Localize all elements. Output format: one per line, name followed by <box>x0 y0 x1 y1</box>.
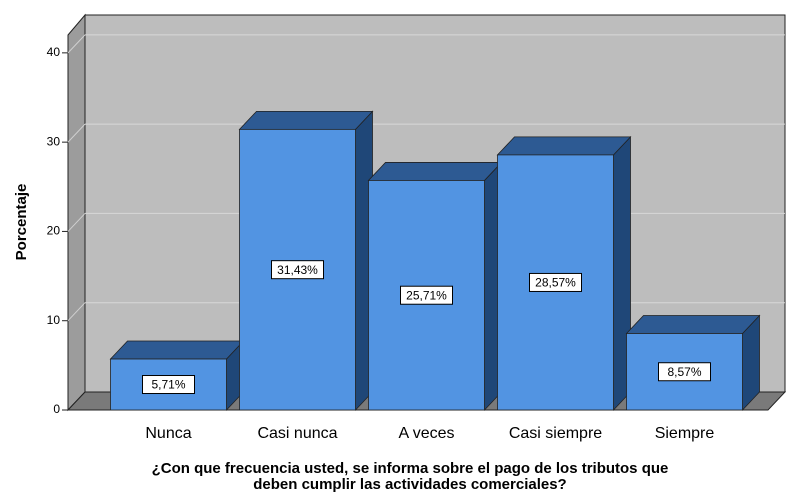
value-label-box <box>658 362 711 382</box>
value-label: 31,43% <box>277 263 318 277</box>
bar-top <box>367 162 503 181</box>
y-tick-label: 20 <box>47 224 61 238</box>
x-tick-label: Nunca <box>145 425 191 442</box>
x-tick-label: Casi nunca <box>257 425 337 442</box>
value-label-box <box>271 260 324 280</box>
value-label-box <box>142 375 195 395</box>
bar-top <box>625 315 761 334</box>
bar-top <box>238 110 374 130</box>
y-tick-label: 30 <box>47 134 61 148</box>
bar-top <box>109 340 245 360</box>
value-label-box <box>400 285 453 305</box>
grid-line <box>67 123 86 143</box>
plot: 0 10 20 30 40 5,71% Nunca 31,43% Casi nunca 25,71… <box>47 34 785 442</box>
grid-line <box>67 302 86 322</box>
x-tick-label: Casi siempre <box>509 425 602 442</box>
y-tick-label: 40 <box>47 45 61 59</box>
x-axis-title: deben cumplir las actividades comerciale… <box>253 476 566 493</box>
value-label: 5,71% <box>151 378 185 392</box>
bar <box>496 135 632 412</box>
value-label: 28,57% <box>535 276 576 290</box>
grid-line <box>67 213 86 232</box>
y-tick-label: 10 <box>47 313 61 327</box>
x-tick-label: Siempre <box>655 425 715 442</box>
x-tick-label: A veces <box>398 425 454 442</box>
value-label-box <box>529 272 582 292</box>
y-axis-title: Porcentaje <box>13 184 30 261</box>
y-tick-label: 0 <box>53 402 60 416</box>
left-wall <box>67 13 86 412</box>
bar-top <box>496 136 632 156</box>
x-axis-title: ¿Con que frecuencia usted, se informa so… <box>152 460 669 477</box>
value-label: 8,57% <box>667 365 701 379</box>
grid-line <box>67 34 86 54</box>
value-label: 25,71% <box>406 288 447 302</box>
